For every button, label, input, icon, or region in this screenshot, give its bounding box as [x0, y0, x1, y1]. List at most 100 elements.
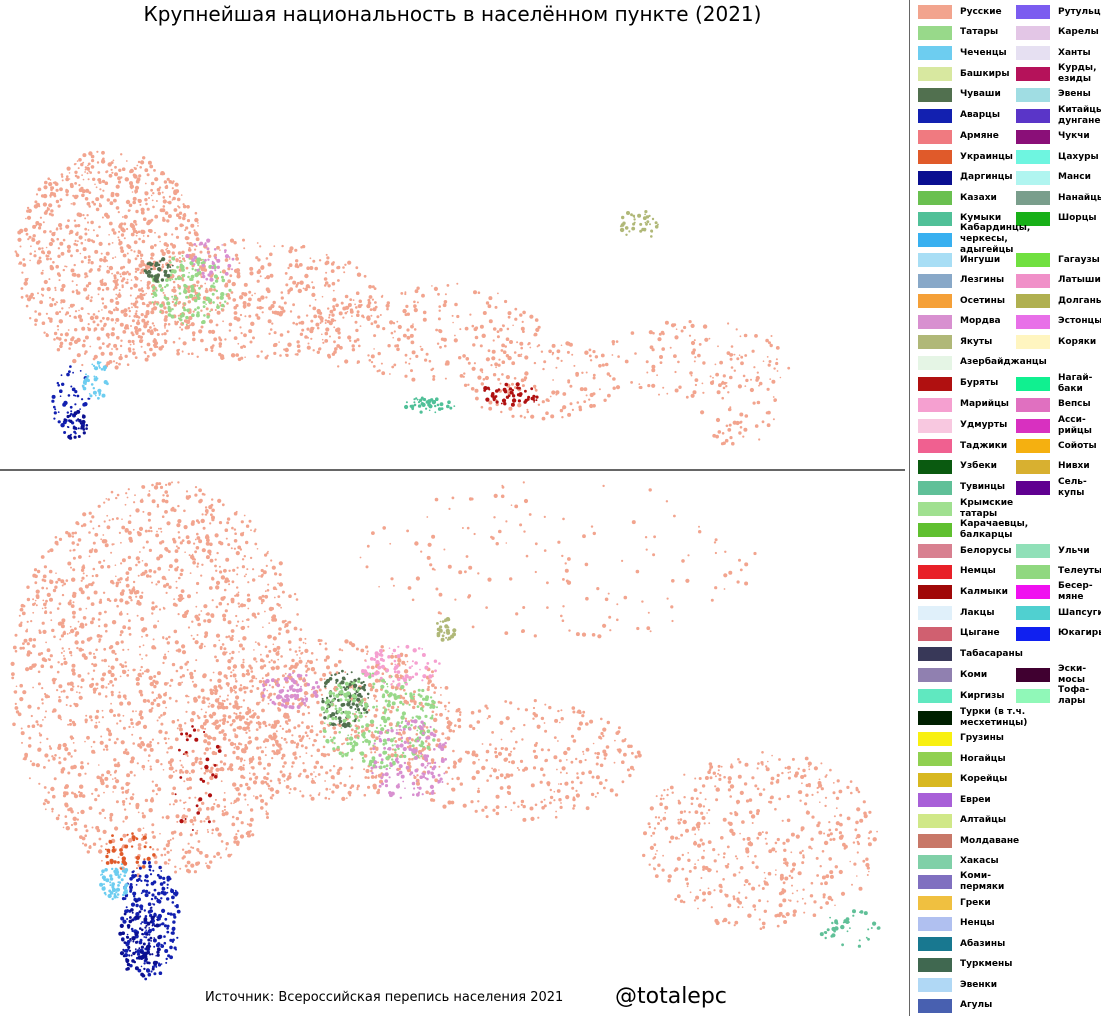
settlement-dot — [181, 278, 185, 282]
settlement-dot — [505, 716, 510, 721]
settlement-dot — [408, 757, 411, 761]
settlement-dot — [292, 751, 297, 756]
settlement-dot — [197, 807, 202, 812]
settlement-dot — [551, 343, 556, 348]
settlement-dot — [329, 335, 331, 338]
settlement-dot — [385, 303, 390, 308]
settlement-dot — [158, 346, 163, 351]
settlement-dot — [115, 192, 120, 197]
settlement-dot — [229, 674, 233, 678]
settlement-dot — [560, 344, 563, 347]
settlement-dot — [18, 614, 21, 617]
settlement-dot — [326, 753, 329, 756]
settlement-dot — [473, 290, 477, 295]
settlement-dot — [223, 647, 227, 651]
settlement-dot — [284, 672, 287, 675]
settlement-dot — [120, 309, 125, 314]
settlement-dot — [508, 406, 513, 411]
settlement-dot — [75, 249, 79, 253]
settlement-dot — [69, 549, 72, 552]
settlement-dot — [412, 323, 414, 325]
settlement-dot — [148, 708, 153, 713]
settlement-dot — [148, 754, 151, 757]
settlement-dot — [288, 792, 291, 794]
settlement-dot — [100, 368, 104, 371]
settlement-dot — [172, 196, 176, 201]
settlement-dot — [59, 198, 63, 202]
settlement-dot — [247, 804, 249, 806]
settlement-dot — [164, 653, 167, 656]
settlement-dot — [220, 292, 225, 297]
settlement-dot — [404, 663, 407, 666]
settlement-dot — [106, 770, 111, 775]
settlement-dot — [72, 272, 77, 277]
settlement-dot — [205, 277, 209, 281]
settlement-dot — [238, 295, 244, 300]
settlement-dot — [274, 735, 278, 738]
settlement-dot — [81, 174, 83, 177]
settlement-dot — [104, 817, 107, 819]
settlement-dot — [402, 696, 406, 700]
settlement-dot — [74, 390, 78, 394]
settlement-dot — [278, 582, 284, 587]
settlement-dot — [49, 264, 53, 269]
settlement-dot — [302, 641, 305, 644]
settlement-dot — [120, 630, 124, 634]
settlement-dot — [474, 335, 479, 340]
settlement-dot — [223, 805, 227, 808]
settlement-dot — [236, 566, 239, 569]
settlement-dot — [122, 750, 127, 755]
settlement-dot — [237, 768, 240, 770]
settlement-dot — [187, 808, 191, 812]
settlement-dot — [204, 631, 209, 635]
settlement-dot — [114, 777, 117, 780]
settlement-dot — [193, 542, 196, 545]
settlement-dot — [299, 332, 304, 336]
settlement-dot — [128, 837, 133, 843]
settlement-dot — [533, 361, 537, 365]
settlement-dot — [179, 675, 183, 679]
settlement-dot — [178, 832, 183, 837]
settlement-dot — [102, 591, 106, 594]
settlement-dot — [74, 531, 77, 535]
settlement-dot — [413, 403, 417, 407]
settlement-dot — [140, 573, 144, 577]
settlement-dot — [216, 310, 221, 315]
settlement-dot — [128, 588, 131, 592]
settlement-dot — [32, 638, 37, 642]
settlement-dot — [178, 337, 181, 340]
settlement-dot — [77, 240, 79, 243]
settlement-dot — [615, 385, 621, 390]
settlement-dot — [94, 724, 98, 729]
settlement-dot — [147, 759, 150, 762]
settlement-dot — [146, 303, 150, 308]
settlement-dot — [100, 351, 105, 356]
settlement-dot — [262, 570, 267, 575]
settlement-dot — [413, 306, 416, 309]
settlement-dot — [758, 381, 763, 386]
settlement-dot — [65, 177, 70, 182]
settlement-dot — [223, 732, 227, 737]
settlement-dot — [349, 339, 352, 342]
settlement-dot — [148, 271, 152, 274]
settlement-dot — [494, 362, 498, 367]
settlement-dot — [727, 407, 732, 412]
settlement-dot — [143, 748, 147, 752]
settlement-dot — [58, 279, 61, 282]
settlement-dot — [232, 568, 236, 572]
settlement-dot — [243, 282, 248, 287]
settlement-dot — [196, 268, 200, 272]
settlement-dot — [172, 803, 175, 806]
settlement-dot — [368, 295, 373, 299]
settlement-dot — [177, 251, 182, 255]
settlement-dot — [55, 228, 59, 231]
settlement-dot — [63, 431, 67, 434]
settlement-dot — [267, 784, 271, 788]
settlement-dot — [262, 697, 265, 701]
settlement-dot — [67, 329, 70, 331]
settlement-dot — [157, 566, 162, 571]
settlement-dot — [291, 734, 294, 737]
settlement-dot — [427, 742, 430, 745]
settlement-dot — [109, 298, 114, 303]
settlement-dot — [390, 753, 395, 758]
